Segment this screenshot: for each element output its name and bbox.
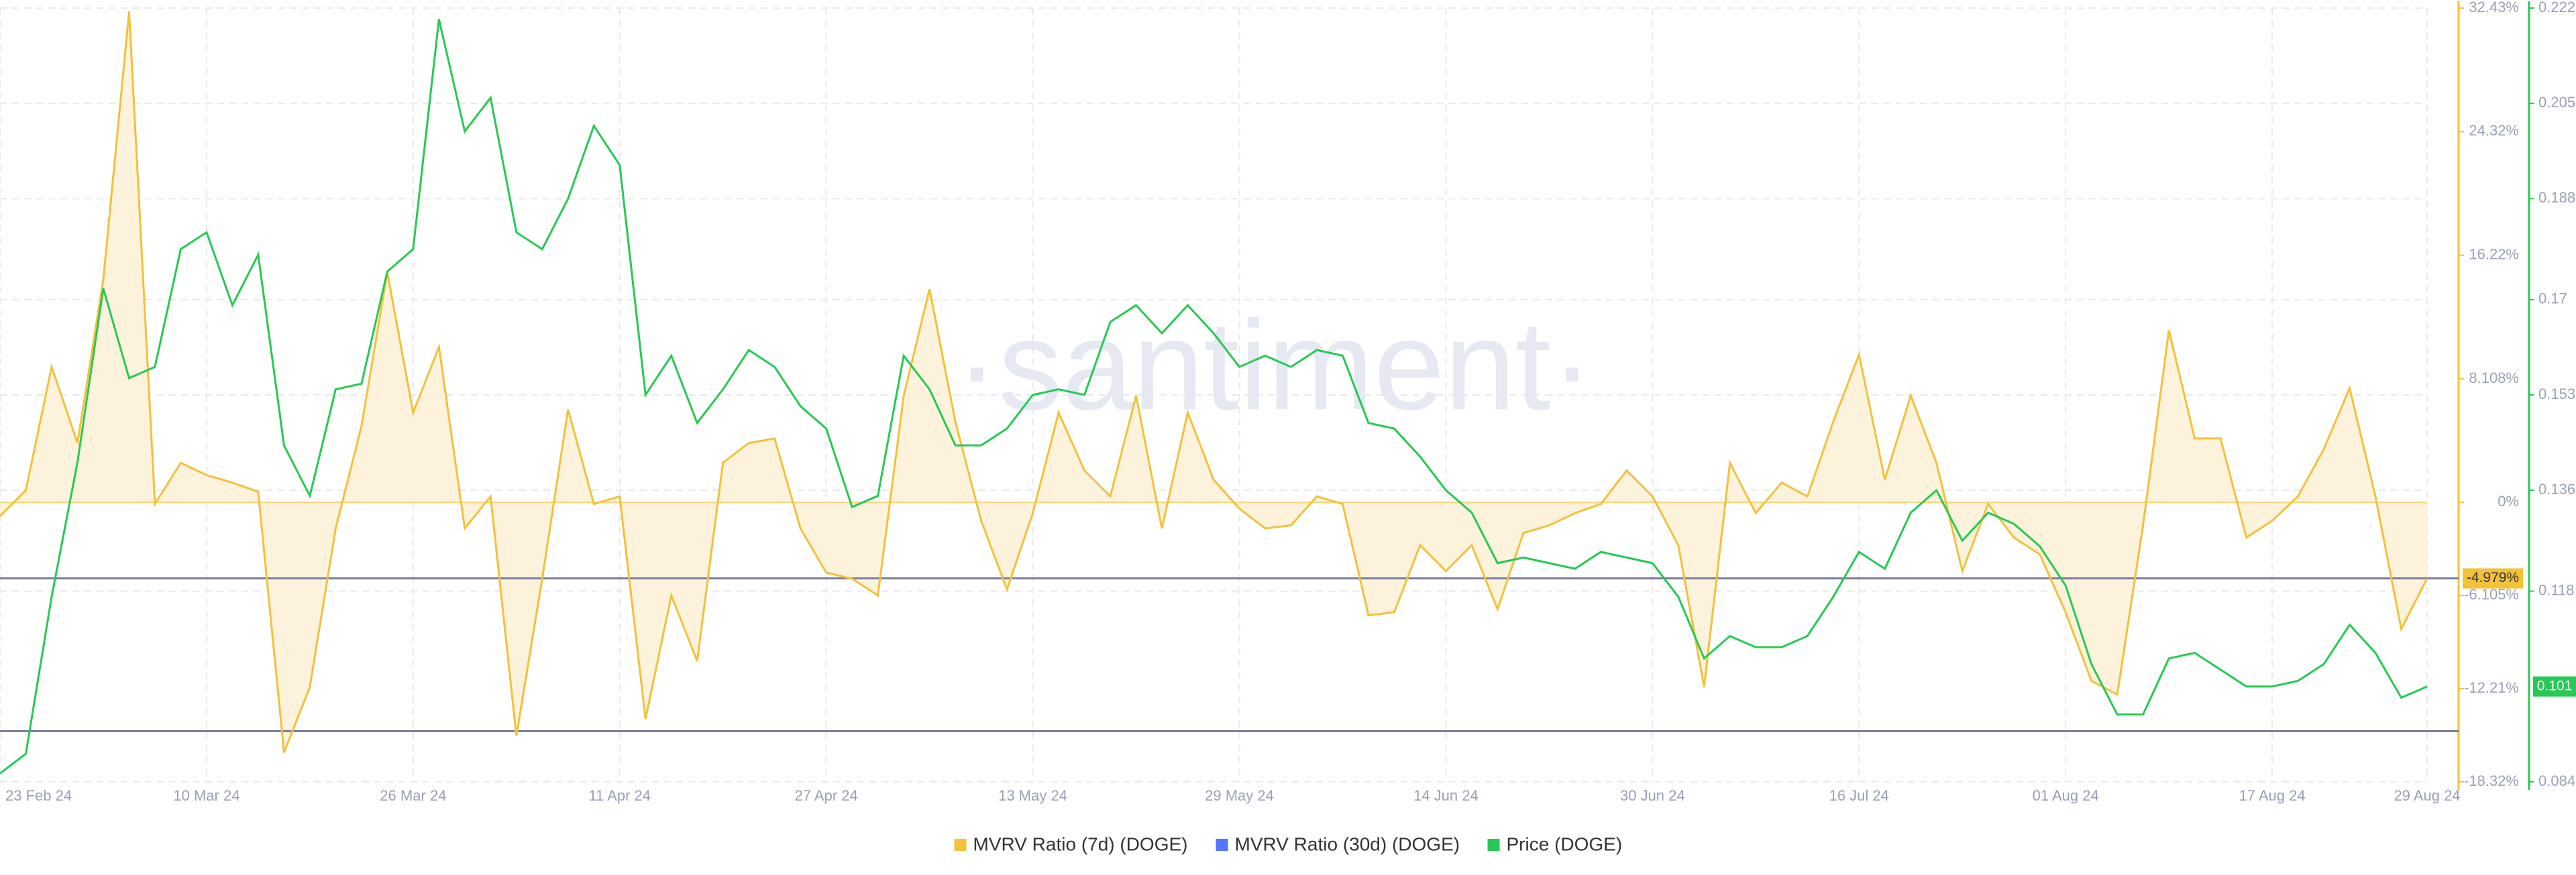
- x-tick-label: 17 Aug 24: [2239, 787, 2306, 804]
- legend-label: MVRV Ratio (30d) (DOGE): [1235, 833, 1460, 854]
- x-tick-label: 26 Mar 24: [380, 787, 446, 804]
- x-tick-label: 14 Jun 24: [1413, 787, 1479, 804]
- value-badge: [2533, 676, 2576, 697]
- y-tick-label: -12.21%: [2464, 679, 2519, 696]
- legend-swatch: [1487, 839, 1500, 851]
- y2-tick-label: 0.153: [2538, 386, 2575, 402]
- x-tick-label: 23 Feb 24: [5, 787, 72, 804]
- line: [0, 19, 2428, 774]
- y-tick-label: 24.32%: [2469, 122, 2519, 139]
- value-badge: [2463, 568, 2523, 589]
- value-badge-label: -4.979%: [2467, 570, 2519, 585]
- y-tick-label: 32.43%: [2469, 0, 2519, 15]
- y2-tick-label: 0.17: [2538, 290, 2567, 307]
- y-tick-label: 0%: [2498, 493, 2519, 510]
- x-tick-label: 11 Apr 24: [588, 787, 651, 804]
- legend-label: Price (DOGE): [1507, 833, 1623, 854]
- x-tick-label: 27 Apr 24: [795, 787, 858, 804]
- x-tick-label: 13 May 24: [998, 787, 1067, 804]
- x-tick-label: 30 Jun 24: [1620, 787, 1685, 804]
- value-badge-label: 0.101: [2537, 678, 2573, 693]
- legend-swatch: [954, 839, 967, 851]
- y2-tick-label: 0.118: [2538, 581, 2574, 598]
- watermark: ·santiment·: [956, 294, 1593, 436]
- y-tick-label: -6.105%: [2464, 586, 2519, 603]
- y-tick-label: -18.32%: [2464, 772, 2519, 789]
- y-tick-label: 16.22%: [2469, 245, 2519, 262]
- y2-tick-label: 0.188: [2538, 189, 2575, 206]
- y2-tick-label: 0.084: [2538, 772, 2575, 789]
- x-tick-label: 29 May 24: [1205, 787, 1274, 804]
- x-tick-label: 01 Aug 24: [2033, 787, 2099, 804]
- y-tick-label: 8.108%: [2469, 369, 2519, 386]
- x-tick-label: 29 Aug 24: [2394, 787, 2460, 804]
- x-tick-label: 10 Mar 24: [173, 787, 239, 804]
- y2-tick-label: 0.205: [2538, 94, 2575, 111]
- line: [0, 11, 2428, 753]
- legend-swatch: [1216, 839, 1228, 851]
- y2-tick-label: 0.136: [2538, 481, 2575, 498]
- y2-tick-label: 0.222: [2538, 0, 2575, 15]
- legend-label: MVRV Ratio (7d) (DOGE): [973, 833, 1188, 854]
- x-tick-label: 16 Jul 24: [1829, 787, 1889, 804]
